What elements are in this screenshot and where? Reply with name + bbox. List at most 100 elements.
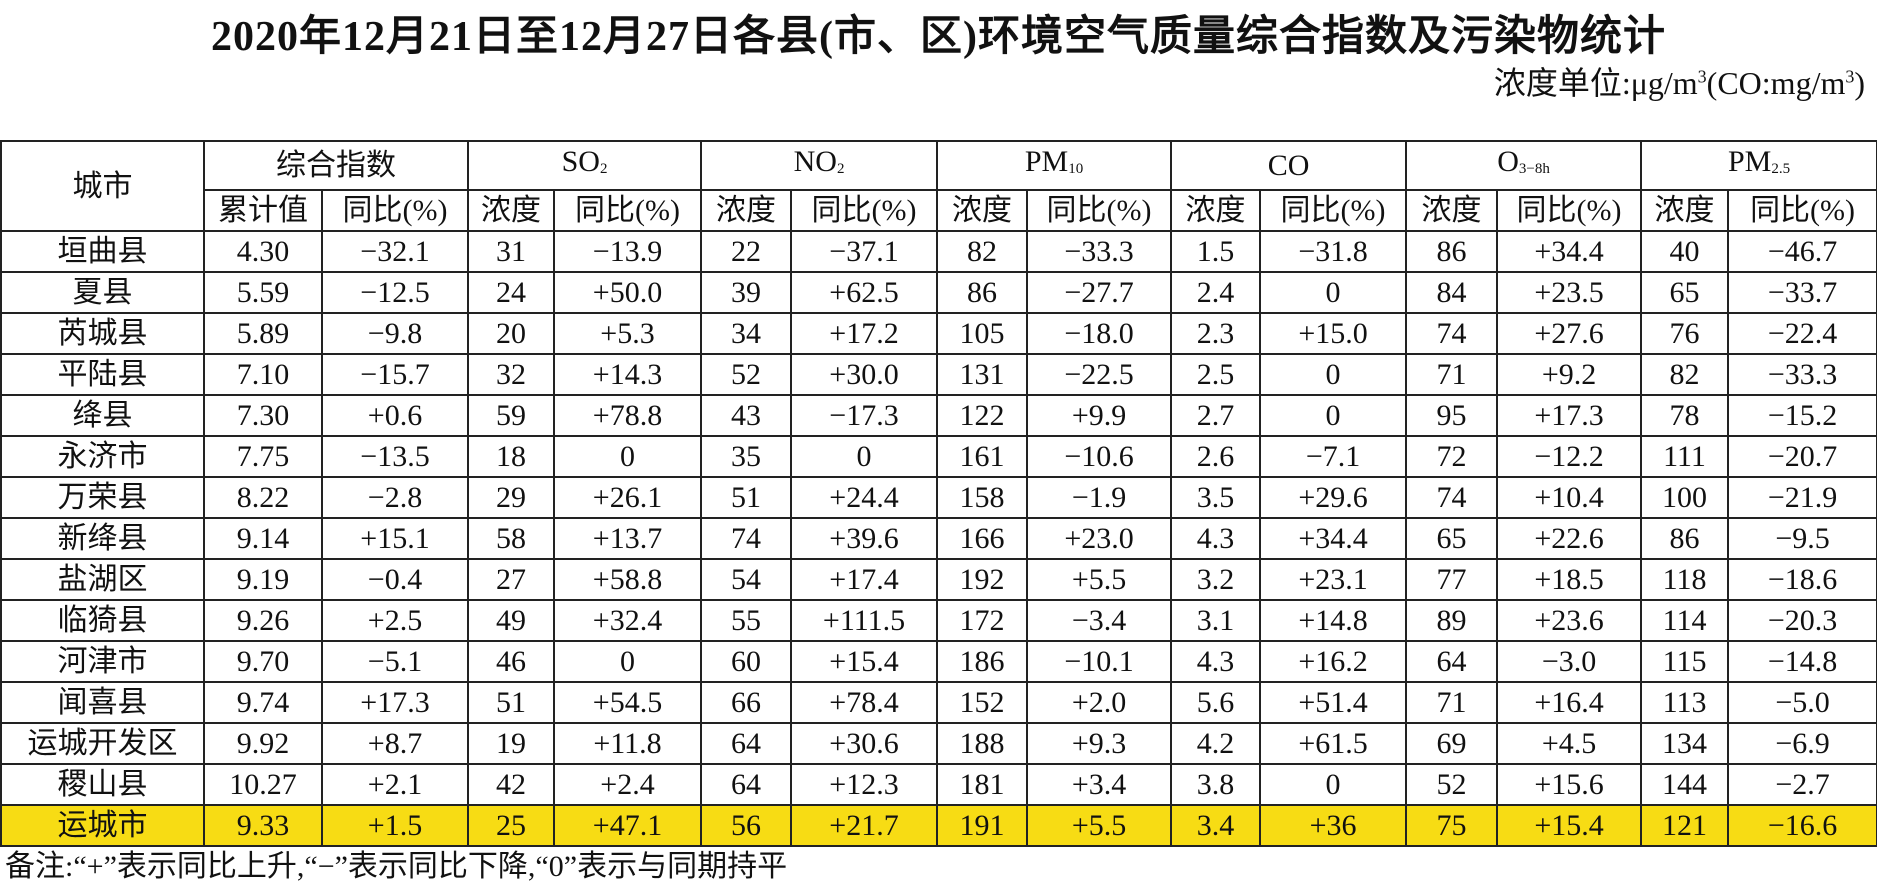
value-cell: +50.0 xyxy=(552,271,703,314)
data-row: 盐湖区 9.19 −0.4 27 +58.8 54 +17.4 192 +5.5 3.2 +23.1… xyxy=(0,558,1877,601)
value-cell: +9.9 xyxy=(1026,394,1173,437)
value-cell: +4.5 xyxy=(1496,722,1643,765)
subheader: 累计值 xyxy=(203,189,323,232)
value-cell: −9.8 xyxy=(321,312,469,355)
subheader: 浓度 xyxy=(936,189,1029,232)
value-cell: 25 xyxy=(467,804,555,847)
value-cell: 166 xyxy=(936,517,1029,560)
subheader: 浓度 xyxy=(700,189,793,232)
value-cell: 69 xyxy=(1405,722,1499,765)
value-cell: +58.8 xyxy=(552,558,703,601)
value-cell: 76 xyxy=(1640,312,1730,355)
value-cell: 0 xyxy=(1259,394,1408,437)
value-cell: 2.4 xyxy=(1170,271,1262,314)
group-subscript: 10 xyxy=(1068,161,1084,177)
value-cell: +2.4 xyxy=(552,763,703,806)
value-cell: 65 xyxy=(1405,517,1499,560)
unit-text: ) xyxy=(1854,65,1865,101)
value-cell: 2.7 xyxy=(1170,394,1262,437)
value-cell: 9.74 xyxy=(203,681,323,724)
value-cell: 19 xyxy=(467,722,555,765)
value-cell: 144 xyxy=(1640,763,1730,806)
value-cell: +0.6 xyxy=(321,394,469,437)
value-cell: −14.8 xyxy=(1727,640,1877,683)
value-cell: +5.5 xyxy=(1026,804,1173,847)
value-cell: −13.5 xyxy=(321,435,469,478)
value-cell: 118 xyxy=(1640,558,1730,601)
value-cell: −31.8 xyxy=(1259,230,1408,273)
value-cell: 74 xyxy=(700,517,793,560)
data-row: 河津市 9.70 −5.1 46 0 60 +15.4 186 −10.1 4.3 +16.2 64−… xyxy=(0,640,1877,683)
value-cell: −20.3 xyxy=(1727,599,1877,642)
value-cell: +10.4 xyxy=(1496,476,1643,519)
value-cell: 46 xyxy=(467,640,555,683)
group-subscript: 3−8h xyxy=(1518,161,1550,177)
value-cell: 5.59 xyxy=(203,271,323,314)
value-cell: 105 xyxy=(936,312,1029,355)
value-cell: −33.3 xyxy=(1727,353,1877,396)
city-cell: 新绛县 xyxy=(0,517,205,560)
value-cell: +14.8 xyxy=(1259,599,1408,642)
value-cell: 55 xyxy=(700,599,793,642)
unit-text: (CO:mg/m xyxy=(1706,65,1846,101)
value-cell: +17.4 xyxy=(790,558,939,601)
value-cell: 113 xyxy=(1640,681,1730,724)
value-cell: 3.5 xyxy=(1170,476,1262,519)
value-cell: +15.0 xyxy=(1259,312,1408,355)
value-cell: 49 xyxy=(467,599,555,642)
value-cell: +8.7 xyxy=(321,722,469,765)
value-cell: 186 xyxy=(936,640,1029,683)
value-cell: −46.7 xyxy=(1727,230,1877,273)
value-cell: 64 xyxy=(1405,640,1499,683)
value-cell: +3.4 xyxy=(1026,763,1173,806)
value-cell: −21.9 xyxy=(1727,476,1877,519)
value-cell: 8.22 xyxy=(203,476,323,519)
value-cell: 9.14 xyxy=(203,517,323,560)
value-cell: 0 xyxy=(1259,271,1408,314)
value-cell: 40 xyxy=(1640,230,1730,273)
value-cell: −33.3 xyxy=(1026,230,1173,273)
value-cell: 42 xyxy=(467,763,555,806)
subheader: 浓度 xyxy=(1170,189,1262,232)
city-cell: 万荣县 xyxy=(0,476,205,519)
value-cell: 29 xyxy=(467,476,555,519)
value-cell: −2.8 xyxy=(321,476,469,519)
value-cell: 82 xyxy=(1640,353,1730,396)
group-subscript: 2.5 xyxy=(1771,161,1791,177)
value-cell: +29.6 xyxy=(1259,476,1408,519)
value-cell: 121 xyxy=(1640,804,1730,847)
value-cell: +18.5 xyxy=(1496,558,1643,601)
value-cell: +36 xyxy=(1259,804,1408,847)
value-cell: +23.0 xyxy=(1026,517,1173,560)
value-cell: 54 xyxy=(700,558,793,601)
value-cell: +13.7 xyxy=(552,517,703,560)
value-cell: −18.6 xyxy=(1727,558,1877,601)
value-cell: 172 xyxy=(936,599,1029,642)
value-cell: +23.6 xyxy=(1496,599,1643,642)
value-cell: 7.10 xyxy=(203,353,323,396)
value-cell: +32.4 xyxy=(552,599,703,642)
value-cell: 78 xyxy=(1640,394,1730,437)
value-cell: 111 xyxy=(1640,435,1730,478)
value-cell: +27.6 xyxy=(1496,312,1643,355)
value-cell: 82 xyxy=(936,230,1029,273)
data-row: 永济市 7.75 −13.5 18 0 35 0 161 −10.6 2.6 −7.1 72 −12.2… xyxy=(0,435,1877,478)
note-row: 备注:“+”表示同比上升,“−”表示同比下降,“0”表示与同期持平 xyxy=(1,845,1877,886)
value-cell: −16.6 xyxy=(1727,804,1877,847)
value-cell: −27.7 xyxy=(1026,271,1173,314)
value-cell: −22.4 xyxy=(1727,312,1877,355)
value-cell: 192 xyxy=(936,558,1029,601)
value-cell: 114 xyxy=(1640,599,1730,642)
data-row: 万荣县 8.22 −2.8 29 +26.1 51 +24.4 158 −1.9 3.5 +29.6… xyxy=(0,476,1877,519)
value-cell: +34.4 xyxy=(1259,517,1408,560)
data-row: 新绛县 9.14 +15.1 58 +13.7 74 +39.6 166 +23.0 4.3 +34… xyxy=(0,517,1877,560)
value-cell: +21.7 xyxy=(790,804,939,847)
value-cell: 20 xyxy=(467,312,555,355)
value-cell: −3.0 xyxy=(1496,640,1643,683)
value-cell: 32 xyxy=(467,353,555,396)
group-header: CO xyxy=(1170,140,1408,191)
group-name: PM xyxy=(1024,145,1069,178)
group-header: 综合指数 xyxy=(203,140,469,191)
city-cell: 夏县 xyxy=(0,271,205,314)
title: 2020年12月21日至12月27日各县(市、区)环境空气质量综合指数及污染物统… xyxy=(211,14,1666,60)
